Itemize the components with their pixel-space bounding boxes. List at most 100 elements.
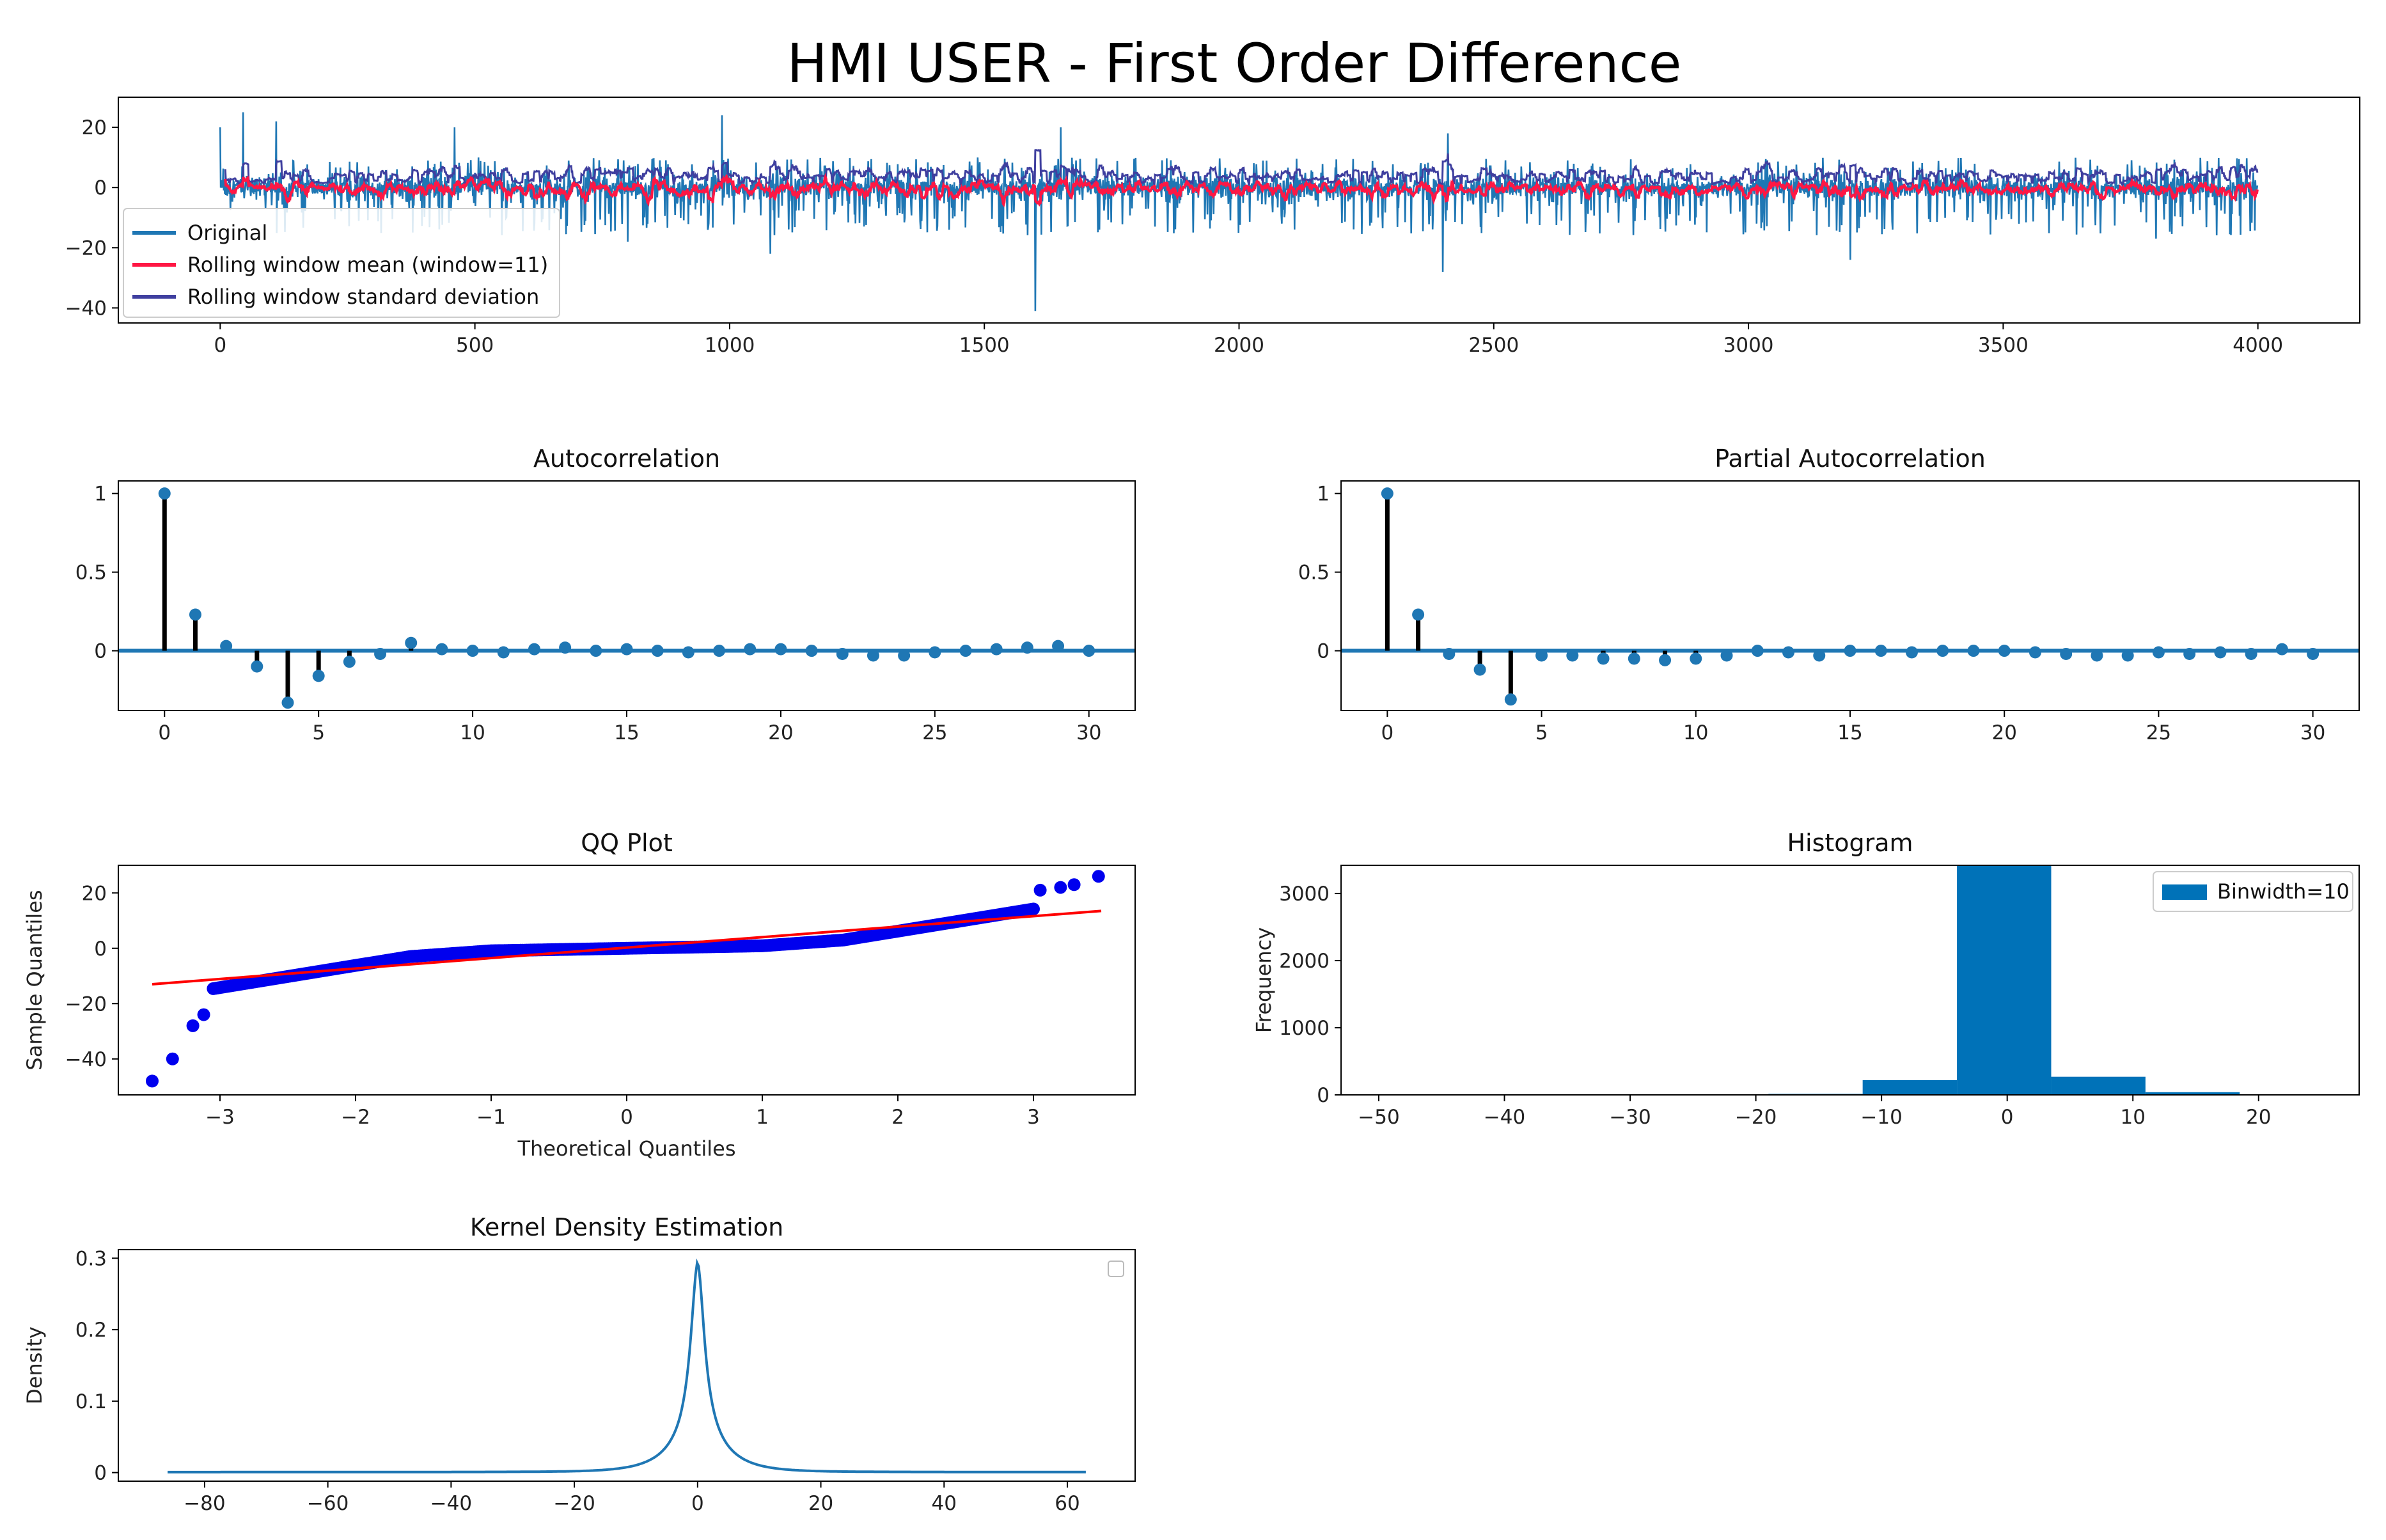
chart-title: Kernel Density Estimation [470, 1213, 783, 1241]
y-tick-label: 0 [94, 640, 107, 663]
y-tick-label: −20 [65, 237, 107, 260]
y-tick-label: 0 [94, 938, 107, 961]
stem-marker [1813, 649, 1826, 662]
stem-marker [559, 641, 572, 654]
x-tick-label: 3 [1027, 1106, 1040, 1129]
qq-point [146, 1074, 159, 1088]
x-tick-label: 15 [1837, 721, 1862, 744]
legend: Original Rolling window mean (window=11) R… [123, 208, 560, 318]
x-tick-label: −20 [553, 1492, 595, 1515]
x-tick-label: 0 [620, 1106, 633, 1129]
x-tick-label: −60 [307, 1492, 349, 1515]
qq-point [1027, 902, 1040, 916]
stem-marker [220, 640, 233, 652]
y-tick-label: 0.2 [75, 1319, 107, 1342]
stem-marker [312, 670, 325, 682]
x-tick-label: 1500 [959, 334, 1010, 357]
x-tick-label: 3500 [1978, 334, 2029, 357]
x-tick-label: 20 [768, 721, 793, 744]
y-tick-label: 20 [82, 116, 107, 139]
x-tick-label: 2000 [1214, 334, 1264, 357]
rolling-std-line [224, 149, 2259, 189]
x-tick-label: −20 [1735, 1106, 1777, 1129]
stem-marker [590, 645, 602, 657]
y-tick-label: 2000 [1279, 950, 1330, 973]
y-tick-label: 1 [94, 483, 107, 506]
x-tick-label: −1 [476, 1106, 506, 1129]
x-tick-label: 4000 [2233, 334, 2283, 357]
stem-marker [497, 646, 510, 659]
stem-marker [898, 649, 911, 662]
x-tick-label: 25 [922, 721, 947, 744]
y-tick-label: 0 [94, 1462, 107, 1485]
x-tick-label: 60 [1055, 1492, 1079, 1515]
x-tick-label: 0 [214, 334, 226, 357]
chart-title: QQ Plot [581, 829, 673, 857]
pacf-chart: 0 5 10 15 20 25 30 1 0.5 0 Partial Autocorrelation [1298, 444, 2360, 744]
x-tick-label: −40 [430, 1492, 472, 1515]
chart-title: Partial Autocorrelation [1715, 444, 1986, 473]
chart-title: Autocorrelation [533, 444, 720, 473]
stem-marker [1597, 652, 1610, 665]
x-tick-label: −2 [341, 1106, 370, 1129]
stem-marker [867, 649, 879, 662]
stem-marker [1566, 649, 1579, 662]
kde-chart: −80 −60 −40 −20 0 20 40 60 0 0.1 0.2 0.3 Kernel Dens… [22, 1213, 1136, 1515]
y-tick-label: 0.3 [75, 1247, 107, 1270]
x-tick-label: −3 [205, 1106, 235, 1129]
x-tick-label: 1 [756, 1106, 769, 1129]
stem-marker [1021, 641, 1033, 654]
stem-marker [990, 643, 1003, 656]
x-tick-label: 2 [891, 1106, 904, 1129]
y-axis-label: Frequency [1252, 927, 1276, 1033]
hist-bar [2051, 1076, 2146, 1095]
stem-marker [374, 647, 387, 660]
qq-point [197, 1008, 210, 1021]
y-tick-label: 0.1 [75, 1390, 107, 1413]
x-tick-label: 30 [2300, 721, 2325, 744]
y-tick-label: 0 [1317, 1084, 1330, 1107]
stem-marker [158, 487, 171, 500]
chart-title: Histogram [1787, 829, 1913, 857]
stem-marker [2214, 646, 2227, 659]
stem-marker [405, 636, 418, 649]
x-tick-label: −30 [1609, 1106, 1651, 1129]
y-tick-label: 0 [1317, 640, 1330, 663]
stem-marker [805, 645, 818, 657]
qq-chart: −3 −2 −1 0 1 2 3 20 0 −20 −40 QQ Plot Theoretical Qu… [22, 829, 1136, 1161]
stem-marker [436, 643, 448, 656]
stem-marker [251, 660, 263, 673]
stem-marker [713, 645, 726, 657]
empty-legend-box [1108, 1261, 1124, 1277]
x-tick-label: 10 [460, 721, 485, 744]
x-axis-label: Theoretical Quantiles [517, 1136, 736, 1161]
y-tick-label: 0.5 [75, 562, 107, 585]
axes-frame [118, 480, 1136, 711]
y-tick-label: −40 [65, 297, 107, 320]
stem-marker [929, 646, 941, 659]
stem-marker [1628, 652, 1640, 665]
axes-frame [1340, 480, 2360, 711]
stem-marker [1751, 645, 1764, 657]
x-tick-label: 1000 [704, 334, 755, 357]
x-tick-label: 20 [2246, 1106, 2271, 1129]
legend-entry: Rolling window mean (window=11) [187, 253, 548, 277]
hist-bar [1862, 1080, 1958, 1095]
x-tick-label: 0 [1381, 721, 1393, 744]
y-tick-label: 0.5 [1298, 562, 1330, 585]
stem-marker [959, 645, 972, 657]
x-tick-label: 5 [312, 721, 325, 744]
stem-marker [528, 643, 540, 656]
x-tick-label: 10 [2120, 1106, 2145, 1129]
qq-point [1033, 883, 1047, 897]
y-tick-label: −40 [65, 1048, 107, 1071]
qq-point [166, 1052, 179, 1065]
qq-reference-line [152, 909, 1102, 986]
x-tick-label: 40 [932, 1492, 957, 1515]
stem-marker [1443, 647, 1456, 660]
stem-marker [1720, 649, 1733, 662]
x-tick-label: −40 [1484, 1106, 1525, 1129]
axes-frame [118, 865, 1136, 1096]
legend-swatch [2162, 884, 2207, 900]
